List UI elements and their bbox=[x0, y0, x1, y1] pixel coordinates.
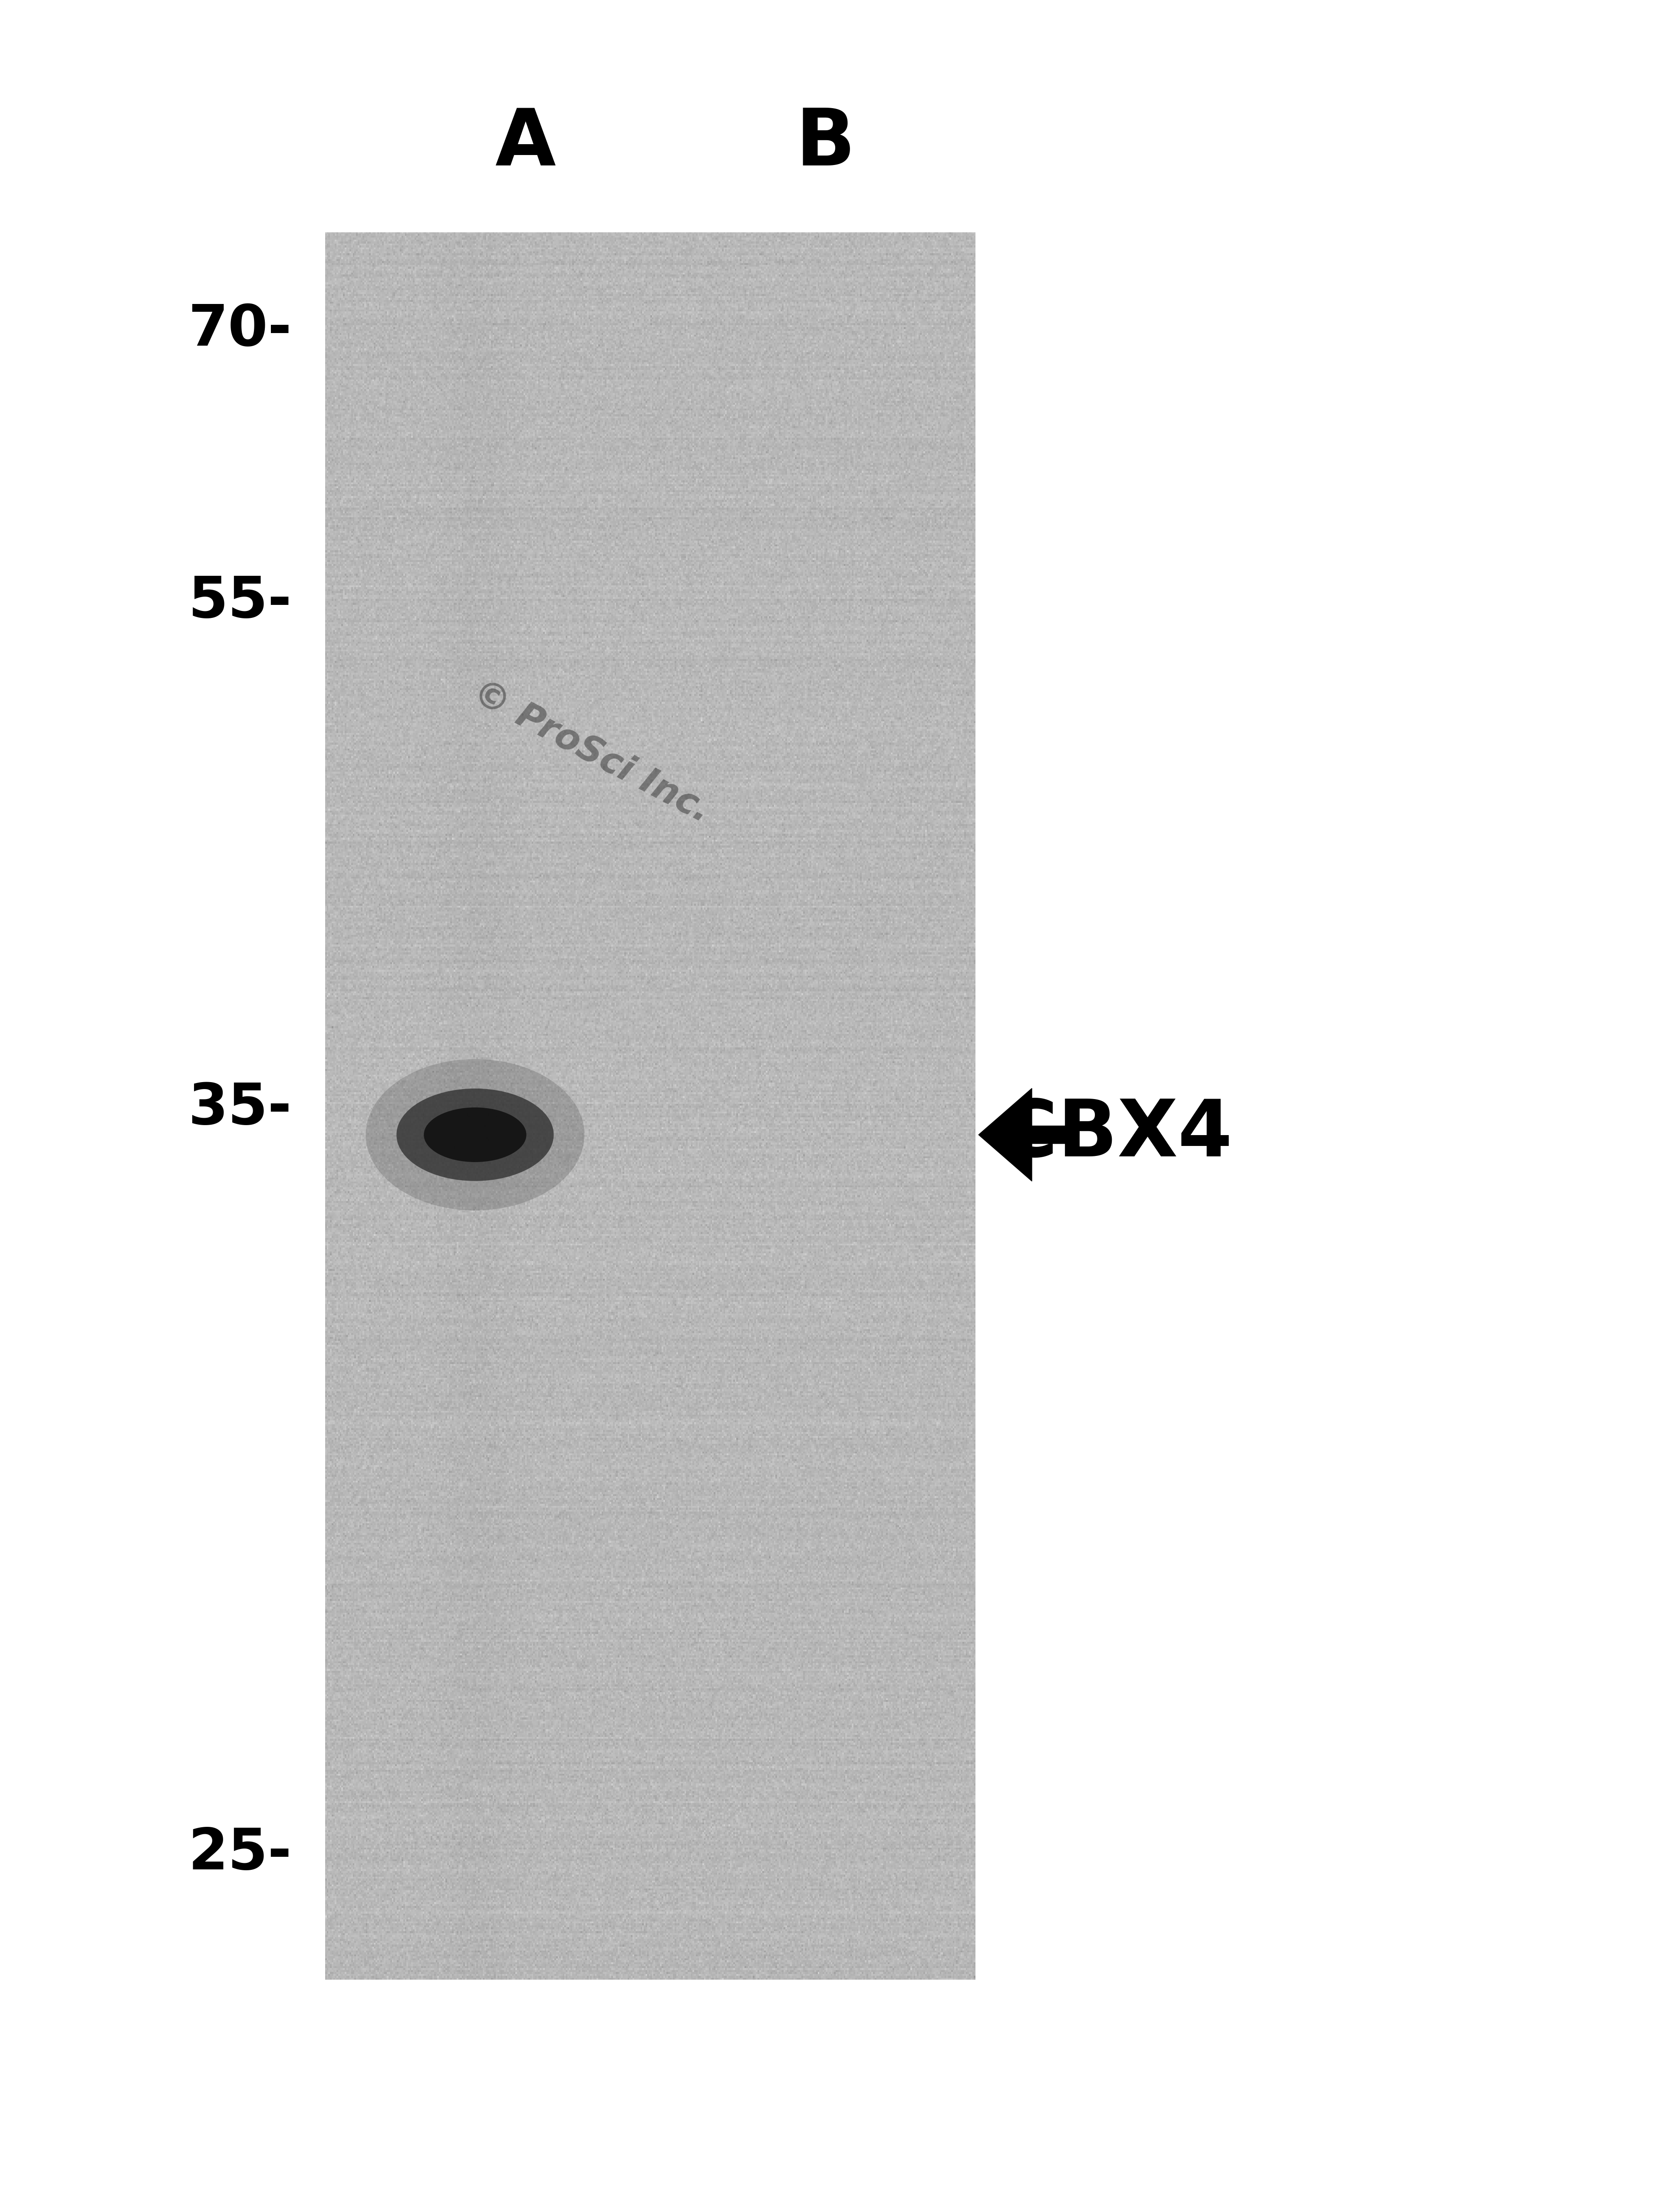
Text: B: B bbox=[795, 106, 855, 181]
Ellipse shape bbox=[365, 1060, 585, 1210]
Ellipse shape bbox=[397, 1088, 553, 1181]
Text: © ProSci Inc.: © ProSci Inc. bbox=[467, 675, 717, 830]
Ellipse shape bbox=[423, 1108, 527, 1161]
Text: 25-: 25- bbox=[188, 1827, 292, 1880]
Text: A: A bbox=[495, 106, 555, 181]
FancyArrow shape bbox=[979, 1088, 1070, 1181]
Text: CBX4: CBX4 bbox=[1000, 1097, 1232, 1172]
Text: 35-: 35- bbox=[188, 1082, 292, 1135]
Text: 55-: 55- bbox=[188, 575, 292, 628]
Text: 70-: 70- bbox=[188, 303, 292, 356]
